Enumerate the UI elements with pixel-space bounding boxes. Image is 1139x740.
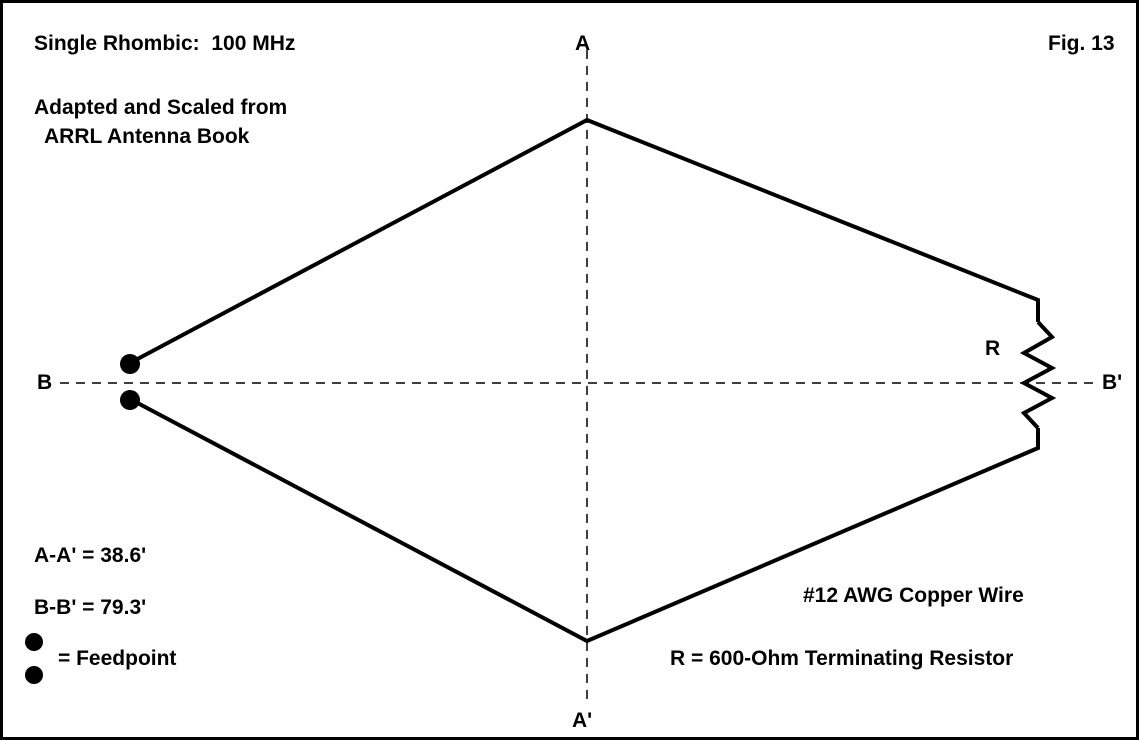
lower-wire (129, 397, 1040, 644)
source-line-2: ARRL Antenna Book (44, 125, 250, 148)
axis-label-a-prime: A' (572, 709, 593, 732)
axis-label-a: A (575, 32, 591, 55)
diagram-title: Single Rhombic: 100 MHz (34, 32, 296, 55)
dimension-a-a-prime: A-A' = 38.6' (34, 544, 147, 567)
dimension-b-b-prime: B-B' = 79.3' (34, 596, 147, 619)
feedpoint-dot-upper (120, 354, 140, 374)
feedpoint-dot-lower (120, 390, 140, 410)
axis-label-b: B (37, 371, 53, 394)
legend-dot-lower (25, 666, 43, 684)
upper-wire (129, 117, 1040, 365)
figure-label: Fig. 13 (1048, 32, 1115, 55)
resistor-label: R (985, 337, 1001, 360)
legend-dot-upper (25, 633, 43, 651)
feedpoint-legend-label: = Feedpoint (58, 647, 177, 670)
source-line-1: Adapted and Scaled from (34, 96, 288, 119)
resistor-note: R = 600-Ohm Terminating Resistor (670, 647, 1014, 670)
wire-note: #12 AWG Copper Wire (803, 584, 1024, 607)
terminating-resistor (1019, 320, 1057, 430)
axis-label-b-prime: B' (1102, 371, 1123, 394)
